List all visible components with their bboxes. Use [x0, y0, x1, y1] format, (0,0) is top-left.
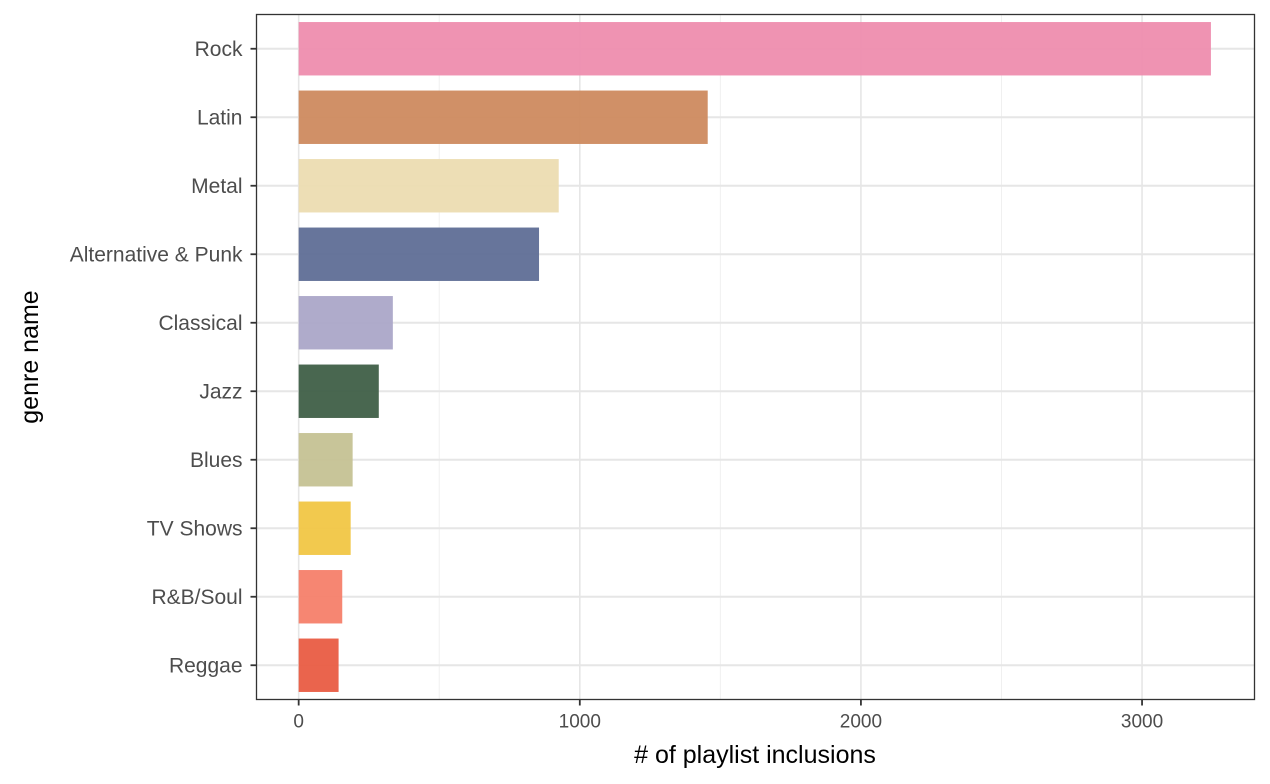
y-tick-label: TV Shows [147, 517, 243, 540]
y-tick-label: Rock [195, 38, 243, 61]
y-axis-title: genre name [16, 290, 44, 423]
y-tick-label: Classical [158, 312, 242, 335]
x-tick-label: 3000 [1121, 712, 1163, 733]
bar [298, 364, 379, 418]
y-tick-label: Latin [197, 106, 243, 129]
y-tick-label: Jazz [199, 380, 242, 403]
bar [298, 570, 343, 624]
bar [298, 501, 351, 555]
bar [298, 90, 708, 144]
x-tick-label: 0 [293, 712, 304, 733]
axis-layer: Rock Latin Metal Alternative & Punk Classica… [70, 38, 1163, 733]
y-tick-label: R&B/Soul [151, 586, 242, 609]
y-tick-label: Alternative & Punk [70, 243, 243, 266]
bar [298, 638, 339, 692]
x-tick-label: 2000 [840, 712, 882, 733]
panel-border [255, 13, 1256, 701]
x-axis-title: # of playlist inclusions [634, 741, 876, 769]
bar [298, 296, 393, 350]
bar [298, 227, 540, 281]
y-tick-label: Reggae [169, 654, 243, 677]
bar-layer [298, 22, 1211, 692]
y-tick-label: Metal [191, 175, 242, 198]
bar [298, 159, 559, 213]
bar [298, 433, 353, 487]
y-tick-label: Blues [190, 449, 243, 472]
bar [298, 22, 1211, 76]
x-tick-label: 1000 [559, 712, 601, 733]
